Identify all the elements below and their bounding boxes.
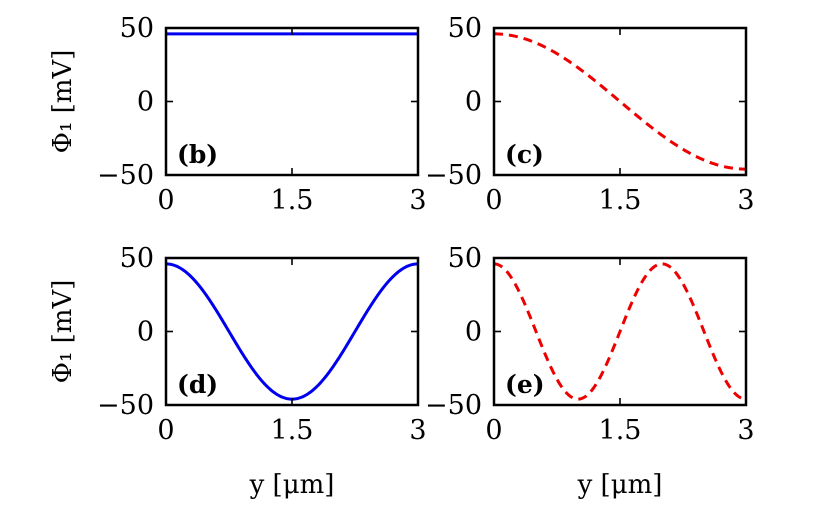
- y-tick-label: −50: [97, 160, 154, 191]
- panel-label: (d): [177, 370, 218, 399]
- y-tick-label: −50: [425, 390, 482, 421]
- y-tick-label: −50: [97, 390, 154, 421]
- x-axis-label: y [μm]: [249, 470, 335, 500]
- series-line: [493, 32, 747, 171]
- y-tick-label: 0: [465, 87, 482, 118]
- x-tick-label: 1.5: [271, 415, 314, 446]
- y-tick-label: 50: [448, 13, 482, 44]
- panel-label: (c): [505, 140, 544, 169]
- x-tick-label: 3: [737, 185, 754, 216]
- x-tick-label: 1.5: [271, 185, 314, 216]
- x-tick-label: 1.5: [599, 415, 642, 446]
- y-tick-label: 50: [120, 243, 154, 274]
- panel-label: (e): [505, 370, 545, 399]
- y-tick-label: 0: [465, 317, 482, 348]
- x-tick-label: 3: [409, 185, 426, 216]
- series-line: [493, 262, 747, 401]
- y-tick-label: 0: [137, 317, 154, 348]
- panel-label: (b): [177, 140, 218, 169]
- y-axis-label: Φ₁ [mV]: [48, 280, 78, 384]
- x-tick-label: 3: [409, 415, 426, 446]
- y-tick-label: −50: [425, 160, 482, 191]
- x-tick-label: 1.5: [599, 185, 642, 216]
- x-tick-label: 0: [157, 185, 174, 216]
- y-tick-label: 0: [137, 87, 154, 118]
- y-axis-label: Φ₁ [mV]: [48, 50, 78, 154]
- x-axis-label: y [μm]: [577, 470, 663, 500]
- y-tick-label: 50: [448, 243, 482, 274]
- x-tick-label: 3: [737, 415, 754, 446]
- x-tick-label: 0: [485, 415, 502, 446]
- x-tick-label: 0: [157, 415, 174, 446]
- x-tick-label: 0: [485, 185, 502, 216]
- y-tick-label: 50: [120, 13, 154, 44]
